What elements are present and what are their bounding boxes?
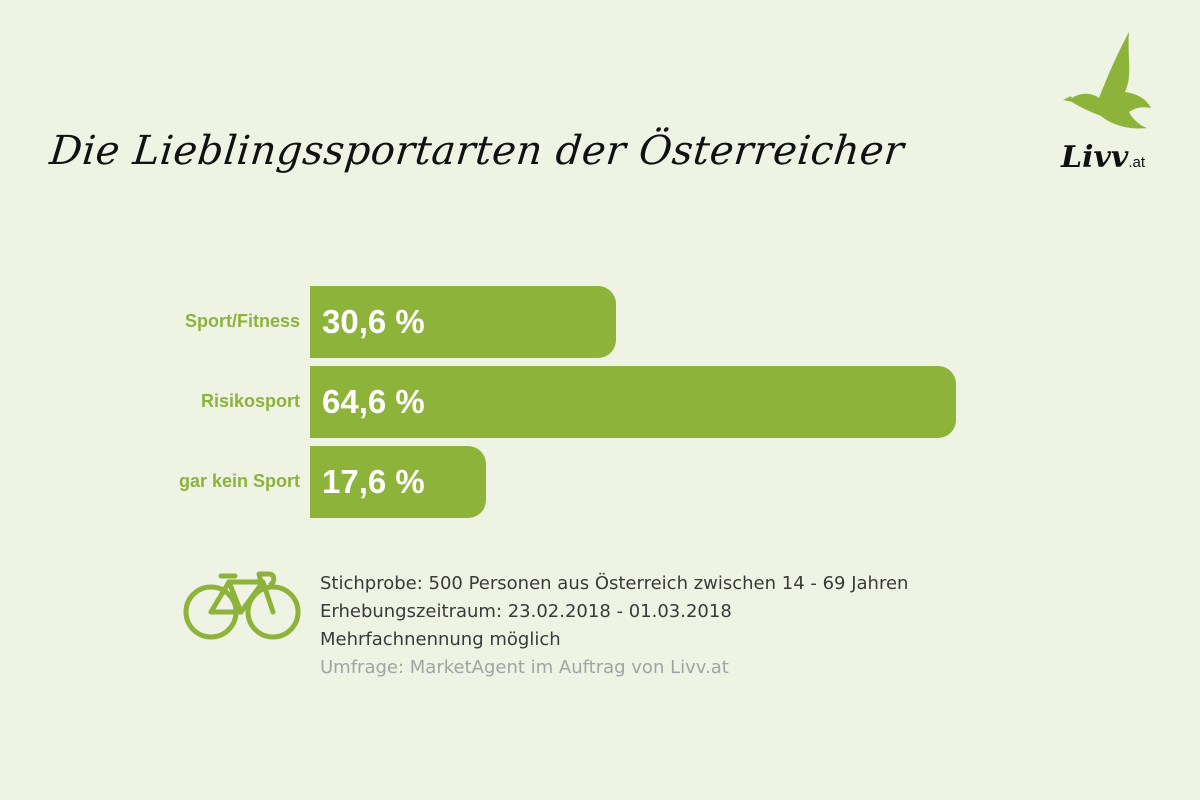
bar-label: Sport/Fitness (184, 311, 300, 331)
bar-value-label: 30,6 % (322, 303, 425, 340)
brand-logo[interactable]: Livv.at (1055, 28, 1165, 178)
note-sample: Stichprobe: 500 Personen aus Österreich … (320, 573, 909, 594)
survey-notes: Stichprobe: 500 Personen aus Österreich … (320, 570, 908, 682)
note-period: Erhebungszeitraum: 23.02.2018 - 01.03.20… (320, 601, 732, 622)
bar: 64,6 % (310, 366, 956, 438)
bar: 30,6 % (310, 286, 616, 358)
note-multiple: Mehrfachnennung möglich (320, 629, 561, 650)
bar-label: Risikosport (200, 391, 300, 411)
bar-value-label: 64,6 % (322, 383, 425, 420)
bar-value-label: 17,6 % (322, 463, 425, 500)
bar-label: gar kein Sport (178, 471, 300, 491)
bicycle-icon (183, 571, 301, 640)
logo-suffix: .at (1128, 154, 1146, 171)
logo-wordmark: Livv.at (1061, 140, 1145, 175)
logo-name: Livv (1061, 140, 1129, 175)
note-source: Umfrage: MarketAgent im Auftrag von Livv… (320, 657, 729, 678)
bird-icon (1063, 32, 1151, 129)
bar: 17,6 % (310, 446, 486, 518)
